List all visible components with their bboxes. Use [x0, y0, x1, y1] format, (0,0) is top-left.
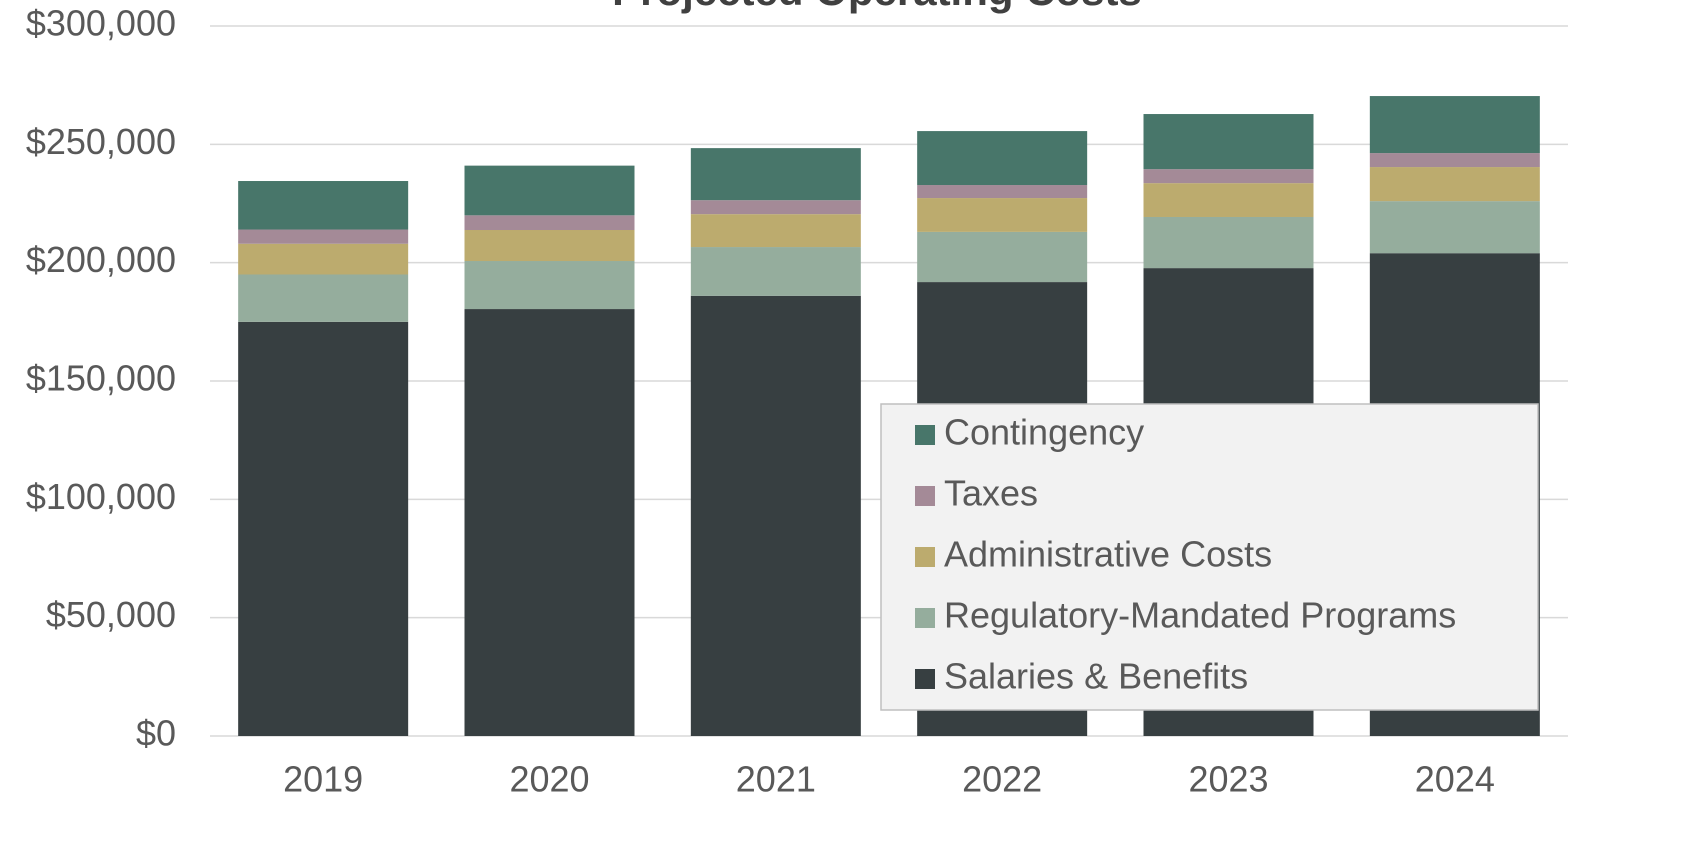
legend-swatch — [915, 486, 935, 506]
bar-segment — [917, 231, 1088, 283]
x-tick-label: 2020 — [509, 759, 589, 800]
bar-segment — [1369, 96, 1540, 154]
bar-segment — [917, 198, 1088, 232]
bar-segment — [1369, 167, 1540, 202]
y-tick-label: $250,000 — [26, 121, 176, 162]
bar-segment — [690, 247, 861, 296]
x-tick-label: 2023 — [1188, 759, 1268, 800]
bar-segment — [464, 165, 635, 216]
bar-segment — [464, 215, 635, 231]
legend-label: Regulatory-Mandated Programs — [944, 595, 1456, 636]
x-tick-label: 2024 — [1415, 759, 1495, 800]
bar-segment — [238, 243, 409, 275]
bar-segment — [464, 230, 635, 262]
bar-segment — [917, 131, 1088, 186]
bar-segment — [1369, 153, 1540, 168]
bar-segment — [238, 321, 409, 736]
bar-segment — [464, 261, 635, 310]
chart-title: Projected Operating Costs — [612, 0, 1142, 14]
bar-segment — [238, 229, 409, 244]
x-tick-label: 2021 — [736, 759, 816, 800]
y-tick-label: $200,000 — [26, 239, 176, 280]
legend-swatch — [915, 547, 935, 567]
bar-segment — [1143, 114, 1314, 170]
bar-segment — [1369, 201, 1540, 254]
x-tick-label: 2019 — [283, 759, 363, 800]
bar-segment — [690, 295, 861, 736]
legend-swatch — [915, 425, 935, 445]
legend-swatch — [915, 608, 935, 628]
legend-swatch — [915, 669, 935, 689]
legend-label: Contingency — [944, 412, 1144, 453]
bar-segment — [1143, 169, 1314, 184]
bar-segment — [1143, 183, 1314, 217]
y-tick-label: $300,000 — [26, 3, 176, 44]
bar-segment — [917, 185, 1088, 199]
x-tick-label: 2022 — [962, 759, 1042, 800]
legend-box — [880, 403, 1539, 711]
bar-segment — [238, 274, 409, 322]
y-tick-label: $100,000 — [26, 476, 176, 517]
bar-segment — [690, 214, 861, 248]
bar-segment — [238, 181, 409, 230]
y-tick-label: $0 — [136, 713, 176, 754]
bar-segment — [690, 148, 861, 201]
y-tick-label: $50,000 — [46, 594, 176, 635]
y-tick-label: $150,000 — [26, 358, 176, 399]
bar-segment — [464, 309, 635, 736]
legend-label: Administrative Costs — [944, 534, 1272, 575]
bar-segment — [1143, 216, 1314, 269]
bar-segment — [690, 200, 861, 215]
legend-label: Taxes — [944, 473, 1038, 514]
legend-label: Salaries & Benefits — [944, 656, 1248, 697]
